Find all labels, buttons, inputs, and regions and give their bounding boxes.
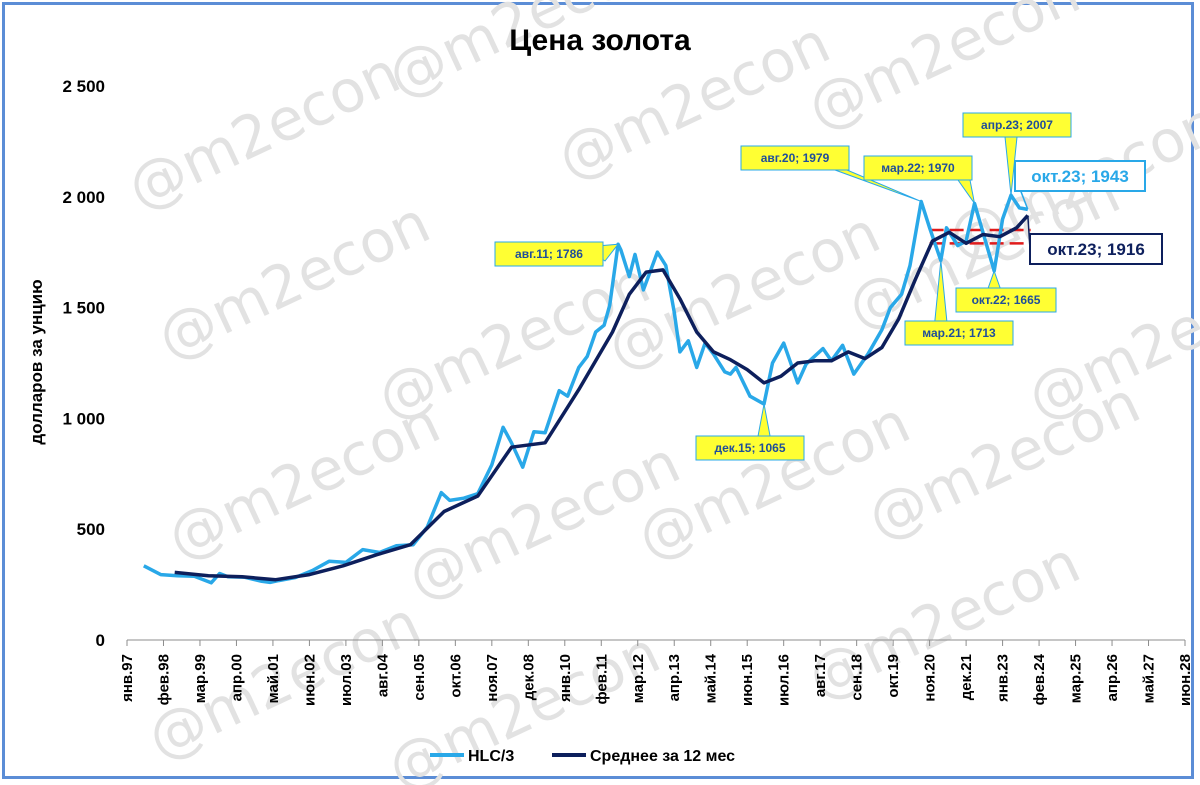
callout-label: авг.20; 1979 [761, 151, 830, 165]
legend-item: Среднее за 12 мес [552, 748, 735, 765]
x-tick-label: апр.13 [666, 654, 683, 701]
y-tick-label: 0 [96, 631, 105, 650]
x-tick-label: апр.26 [1104, 654, 1121, 701]
legend: HLC/3 Среднее за 12 мес [430, 748, 735, 765]
callout-box [863, 155, 973, 181]
callout-label: окт.22; 1665 [972, 293, 1041, 307]
callout-box [955, 287, 1057, 313]
y-tick-label: 1 500 [62, 299, 105, 318]
watermark-text: @m2econ [147, 188, 440, 373]
annotation-callout: окт.22; 1665 [955, 269, 1057, 313]
x-tick-label: авг.17 [812, 654, 829, 697]
callout-box [695, 435, 805, 461]
callout-label: апр.23; 2007 [981, 118, 1053, 132]
y-tick-label: 2 500 [62, 77, 105, 96]
x-tick-label: фев.24 [1031, 653, 1048, 705]
x-tick-label: мар.12 [630, 654, 647, 703]
callout-box [1014, 160, 1146, 192]
x-tick-label: май.27 [1141, 654, 1158, 703]
annotation-callout: дек.15; 1065 [695, 403, 805, 461]
x-tick-label: ноя.20 [922, 654, 939, 702]
x-tick-label: июн.28 [1177, 654, 1194, 706]
watermark-text: @m2econ [117, 38, 410, 223]
series-line [142, 193, 1029, 585]
callout-label: окт.23; 1916 [1047, 240, 1145, 259]
callout-box [962, 112, 1072, 138]
callout-box [904, 320, 1014, 346]
y-tick-label: 500 [77, 520, 105, 539]
x-tick-label: сен.05 [411, 654, 428, 701]
y-axis-ticks: 0 500 1 000 1 500 2 000 2 500 [62, 77, 105, 650]
x-axis: янв.97 фев.98 мар.99 апр.00 май.01 июн.02 июл.… [119, 639, 1194, 706]
x-tick-label: дек.21 [958, 654, 975, 700]
callout-label: мар.21; 1713 [922, 326, 996, 340]
x-tick-label: июл.16 [776, 654, 793, 706]
chart-title: Цена золота [509, 24, 691, 57]
x-tick-label: янв.23 [995, 654, 1012, 702]
annotation-callout: авг.11; 1786 [494, 241, 620, 267]
x-tick-label: ноя.07 [484, 654, 501, 702]
x-tick-label: фев.11 [593, 654, 610, 705]
series-layer [142, 193, 1030, 585]
callout-label: дек.15; 1065 [714, 441, 785, 455]
x-tick-label: май.14 [703, 653, 720, 703]
annotation-callout: авг.20; 1979 [740, 145, 922, 202]
x-tick-label: авг.04 [374, 653, 391, 697]
legend-label: HLC/3 [468, 748, 514, 765]
x-tick-label: апр.00 [228, 654, 245, 701]
annotation-callout: окт.23; 1916 [1027, 215, 1163, 265]
callout-box [1029, 233, 1163, 265]
callout-box [494, 241, 604, 267]
watermark-text: @m2econ [857, 368, 1150, 553]
x-tick-label: сен.18 [849, 654, 866, 701]
x-tick-label: июн.15 [739, 654, 756, 706]
annotation-callout: апр.23; 2007 [962, 112, 1072, 196]
callout-box [740, 145, 850, 171]
x-tick-label: окт.19 [885, 654, 902, 698]
x-tick-label: май.01 [265, 654, 282, 703]
annotations-layer: авг.11; 1786 дек.15; 1065 авг.20; 1979 мар.… [494, 112, 1163, 461]
annotation-callout: окт.23; 1943 [1014, 160, 1146, 210]
annotation-callout: мар.21; 1713 [904, 260, 1014, 346]
legend-label: Среднее за 12 мес [590, 748, 735, 765]
y-tick-label: 2 000 [62, 188, 105, 207]
y-axis-label: долларов за унцию [27, 279, 46, 444]
callout-label: авг.11; 1786 [515, 247, 583, 261]
callout-pointer [757, 403, 771, 437]
x-tick-label: янв.97 [119, 654, 136, 702]
x-tick-label: фев.98 [155, 654, 172, 705]
series-line [174, 214, 1030, 582]
x-tick-label: июн.02 [301, 654, 318, 706]
x-tick-label: дек.08 [520, 654, 537, 700]
annotation-callout: мар.22; 1970 [863, 155, 976, 204]
legend-item: HLC/3 [430, 748, 514, 765]
x-tick-label: мар.99 [192, 654, 209, 703]
x-tick-label: янв.10 [557, 654, 574, 702]
x-tick-label: июл.03 [338, 654, 355, 706]
x-tick-label: мар.25 [1068, 654, 1085, 703]
x-tick-label: окт.06 [447, 654, 464, 698]
callout-label: окт.23; 1943 [1031, 167, 1129, 186]
y-tick-label: 1 000 [62, 409, 105, 428]
callout-label: мар.22; 1970 [881, 161, 955, 175]
